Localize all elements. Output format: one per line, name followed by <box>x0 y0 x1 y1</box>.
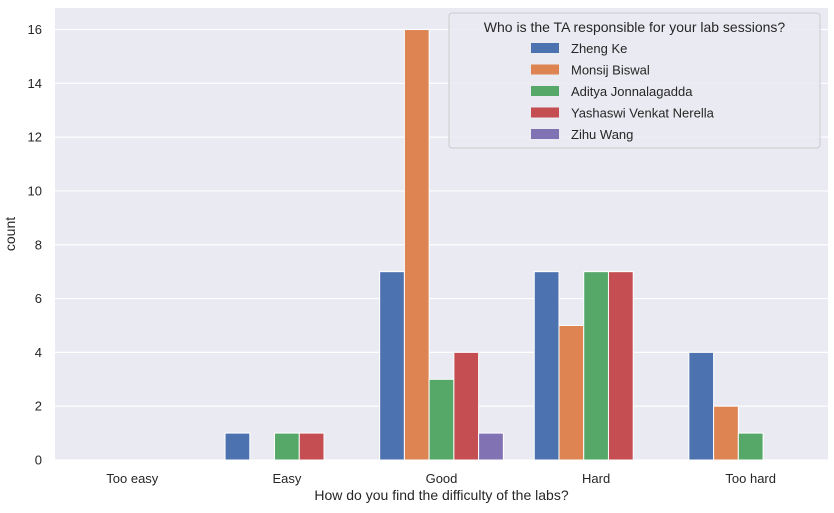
bar <box>737 432 764 461</box>
legend-title: Who is the TA responsible for your lab s… <box>484 19 786 35</box>
bar <box>379 271 405 461</box>
y-tick-label: 12 <box>28 130 42 145</box>
bar <box>403 29 430 461</box>
legend-entry: Monsij Biswal <box>571 63 650 78</box>
x-tick-label: Easy <box>272 471 301 486</box>
legend-swatch <box>531 129 559 139</box>
bar <box>274 432 300 461</box>
bars <box>224 29 764 461</box>
x-axis-ticks: Too easy Easy Good Hard Too hard <box>106 471 776 486</box>
bar <box>713 405 739 461</box>
bar <box>607 271 634 461</box>
y-axis-ticks: 0 2 4 6 8 10 12 14 16 <box>28 22 42 467</box>
y-tick-label: 16 <box>28 22 42 37</box>
bar <box>298 432 325 461</box>
bar <box>453 351 480 461</box>
legend: Who is the TA responsible for your lab s… <box>448 12 821 149</box>
y-tick-label: 0 <box>35 453 42 468</box>
y-tick-label: 6 <box>35 291 42 306</box>
y-tick-label: 4 <box>35 345 42 360</box>
legend-swatch <box>531 43 559 53</box>
legend-items: Zheng Ke Monsij Biswal Aditya Jonnalagadda… <box>531 41 715 142</box>
x-tick-label: Too easy <box>106 471 159 486</box>
x-tick-label: Hard <box>582 471 610 486</box>
legend-swatch <box>531 107 559 118</box>
legend-swatch <box>531 64 559 75</box>
y-tick-label: 2 <box>35 399 42 414</box>
bar <box>428 378 455 461</box>
y-axis-label: count <box>2 217 18 251</box>
y-tick-label: 8 <box>35 237 42 252</box>
bar <box>533 271 560 461</box>
legend-swatch <box>531 86 559 96</box>
legend-entry: Zheng Ke <box>571 41 627 56</box>
y-tick-label: 10 <box>28 183 42 198</box>
x-tick-label: Too hard <box>725 471 776 486</box>
bar <box>478 432 504 461</box>
x-tick-label: Good <box>426 471 458 486</box>
x-axis-label: How do you find the difficulty of the la… <box>314 487 568 503</box>
bar <box>224 432 251 461</box>
y-tick-label: 14 <box>28 76 42 91</box>
bar <box>688 351 715 461</box>
legend-entry: Zihu Wang <box>571 127 633 142</box>
legend-entry: Yashaswi Venkat Nerella <box>571 106 715 121</box>
bar <box>583 271 609 461</box>
legend-entry: Aditya Jonnalagadda <box>571 84 693 99</box>
bar <box>558 324 585 461</box>
